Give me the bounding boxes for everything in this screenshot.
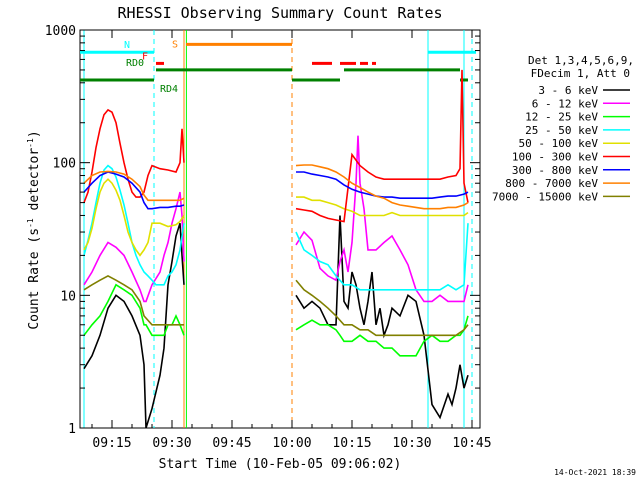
series-lines [83, 69, 469, 429]
y-axis-ticks: 1 10 100 1000 [45, 24, 480, 437]
x-tick-label-1: 09:30 [152, 436, 191, 451]
x-tick-label-0: 09:15 [92, 436, 131, 451]
x-tick-label-4: 10:15 [332, 436, 371, 451]
x-tick-label-5: 10:30 [392, 436, 431, 451]
legend-header-line2: FDecim 1, Att 0 [531, 67, 630, 80]
series-line-6 [83, 171, 469, 210]
legend-label-4: 50 - 100 keV [519, 137, 599, 150]
bar-label-s: S [172, 39, 178, 50]
series-line-8 [83, 274, 469, 337]
bar-label-rd0: RD0 [126, 58, 144, 69]
chart-title: RHESSI Observing Summary Count Rates [117, 4, 442, 22]
y-axis-label-mid: detector [27, 148, 42, 219]
plot-area [79, 29, 481, 429]
series-line-0 [83, 215, 469, 429]
legend-label-2: 12 - 25 keV [525, 111, 598, 124]
x-tick-label-2: 09:45 [212, 436, 251, 451]
plot-frame [79, 29, 481, 429]
x-axis-label: Start Time (10-Feb-05 09:06:02) [159, 457, 402, 472]
legend-label-1: 6 - 12 keV [532, 97, 599, 110]
x-axis-ticks: 09:15 09:30 09:45 10:00 10:15 10:30 10:45 [91, 30, 492, 451]
series-line-3 [83, 164, 469, 291]
y-axis-label: Count Rate (s-1 detector-1) [26, 130, 42, 329]
y-tick-label-2: 100 [53, 157, 76, 172]
series-line-2 [83, 283, 469, 357]
generation-timestamp: 14-Oct-2021 18:39 [554, 468, 636, 477]
y-axis-label-end: ) [27, 130, 42, 138]
series-line-4 [83, 178, 469, 257]
series-line-5 [83, 69, 469, 223]
legend-label-7: 800 - 7000 keV [505, 177, 598, 190]
y-tick-label-3: 1000 [45, 24, 76, 39]
y-tick-label-1: 10 [60, 289, 76, 304]
series-line-7 [83, 164, 469, 210]
bar-label-n: N [124, 40, 130, 51]
x-tick-label-6: 10:45 [452, 436, 491, 451]
y-axis-label-sup1: -1 [26, 218, 35, 228]
legend: Det 1,3,4,5,6,9, FDecim 1, Att 0 3 - 6 k… [492, 54, 634, 203]
x-tick-label-3: 10:00 [272, 436, 311, 451]
legend-label-3: 25 - 50 keV [525, 124, 598, 137]
vertical-markers [83, 30, 473, 428]
legend-header-line1: Det 1,3,4,5,6,9, [528, 54, 634, 67]
y-tick-label-0: 1 [68, 422, 76, 437]
legend-label-6: 300 - 800 keV [512, 164, 598, 177]
y-axis-label-sup2: -1 [26, 138, 35, 148]
y-axis-label-main: Count Rate (s [27, 228, 42, 330]
bar-label-f: F [142, 51, 148, 62]
legend-label-0: 3 - 6 keV [538, 84, 598, 97]
series-line-1 [83, 135, 469, 303]
bar-label-rd4: RD4 [160, 84, 178, 95]
legend-label-8: 7000 - 15000 keV [492, 190, 598, 203]
legend-label-5: 100 - 300 keV [512, 151, 598, 164]
